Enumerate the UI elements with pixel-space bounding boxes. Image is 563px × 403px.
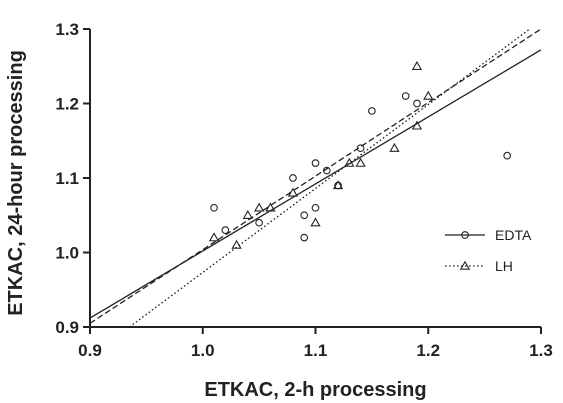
x-tick-label: 1.3 [529, 341, 553, 360]
data-point-lh [287, 187, 299, 197]
x-axis-title: ETKAC, 2-h processing [204, 379, 426, 401]
x-tick-label: 1.2 [416, 341, 440, 360]
data-point-edta [255, 218, 263, 227]
data-point-lh [265, 202, 276, 212]
data-point-lh [231, 239, 242, 249]
data-point-lh [411, 120, 423, 130]
x-tick-label: 1.1 [304, 341, 328, 360]
legend: EDTA LH [445, 227, 532, 274]
y-axis-title: ETKAC, 24-hour processing [5, 50, 27, 316]
data-point-lh [208, 232, 220, 242]
fit-line-dashed [90, 29, 541, 324]
data-point-lh [332, 180, 344, 190]
y-tick-label: 1.0 [55, 244, 79, 263]
data-point-edta [221, 226, 230, 234]
data-point-lh [355, 157, 366, 167]
series-edta [210, 92, 512, 242]
x-tick-label: 0.9 [78, 341, 102, 360]
data-point-lh [344, 157, 355, 167]
data-point-edta [300, 233, 309, 242]
y-tick-label: 1.2 [55, 95, 79, 114]
data-point-edta [356, 144, 365, 153]
data-point-edta [503, 151, 512, 160]
data-point-edta [210, 203, 218, 212]
legend-marker-edta [461, 231, 469, 239]
data-point-edta [401, 92, 410, 100]
fit-line-lh [129, 29, 531, 327]
data-point-edta [311, 159, 320, 167]
data-point-edta [300, 211, 309, 220]
legend-label-lh: LH [495, 258, 513, 274]
series-lh [208, 60, 434, 249]
y-tick-label: 1.1 [55, 169, 79, 188]
fit-line-edta [90, 49, 541, 319]
data-point-edta [311, 203, 320, 212]
data-point-edta [289, 174, 297, 182]
data-point-lh [310, 217, 321, 227]
data-point-edta [413, 99, 421, 108]
data-point-lh [253, 202, 265, 212]
data-point-lh [389, 142, 400, 152]
data-point-lh [242, 209, 253, 219]
x-tick-label: 1.0 [191, 341, 215, 360]
legend-label-edta: EDTA [495, 227, 532, 243]
y-tick-label: 0.9 [55, 318, 79, 337]
legend-marker-lh [459, 260, 471, 270]
y-tick-label: 1.3 [55, 20, 79, 39]
data-point-lh [423, 90, 434, 100]
regression-lines [90, 29, 541, 327]
data-point-lh [411, 60, 423, 70]
data-point-edta [322, 166, 331, 175]
data-point-edta [368, 107, 376, 115]
